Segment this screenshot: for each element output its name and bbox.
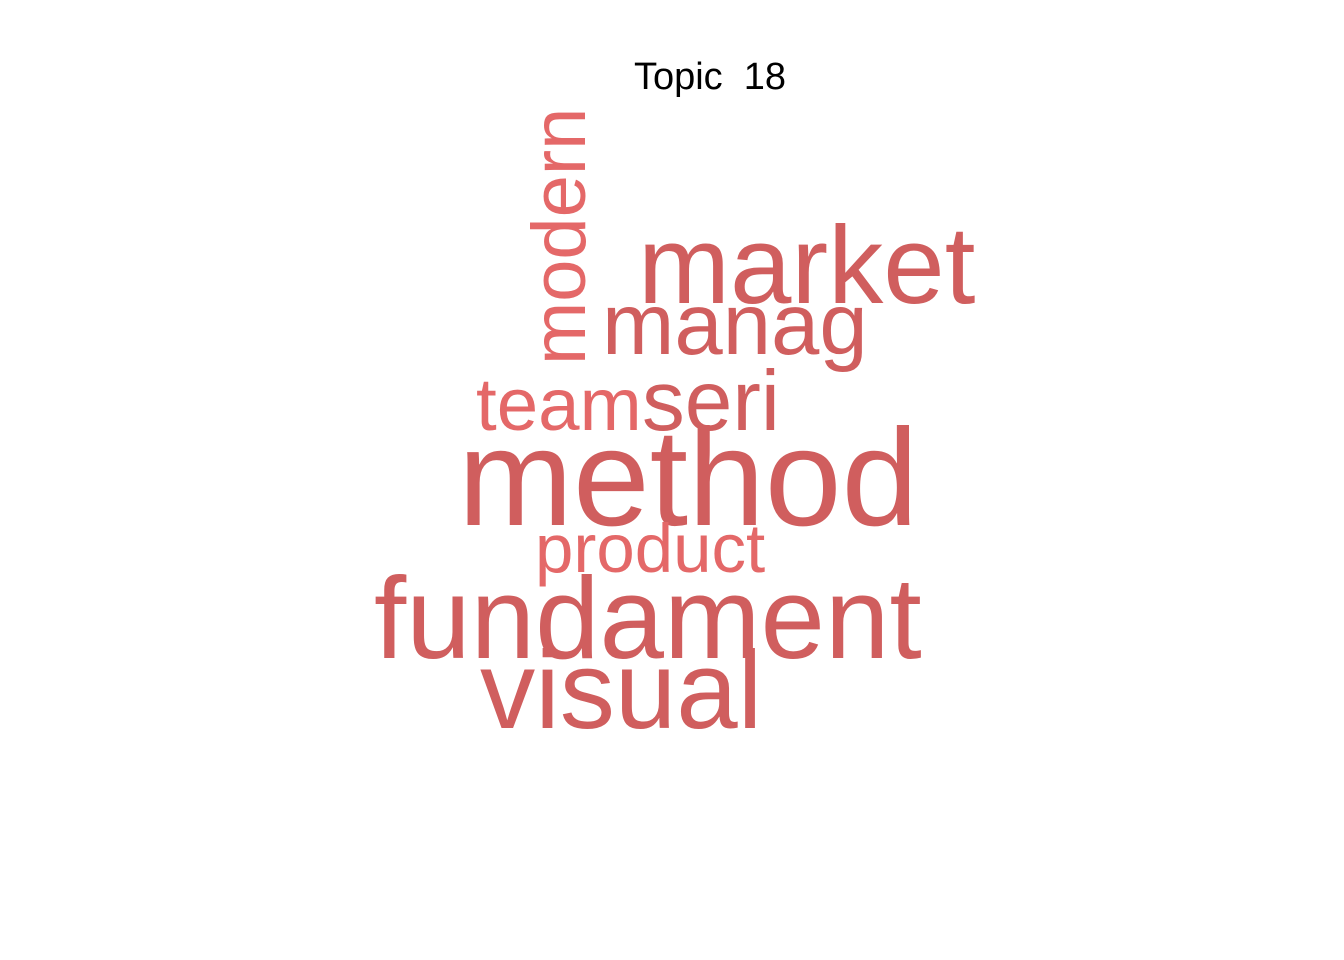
word-market: market: [638, 204, 975, 327]
word-visual: visual: [480, 629, 762, 752]
word-manag: manag: [602, 276, 868, 373]
word-method: method: [458, 401, 918, 555]
word-product: product: [535, 510, 765, 587]
word-modern: modern: [517, 108, 602, 365]
word-fundament: fundament: [374, 553, 922, 683]
chart-title: Topic 18: [633, 56, 787, 98]
word-seri: seri: [642, 354, 780, 449]
word-team: team: [476, 363, 642, 446]
